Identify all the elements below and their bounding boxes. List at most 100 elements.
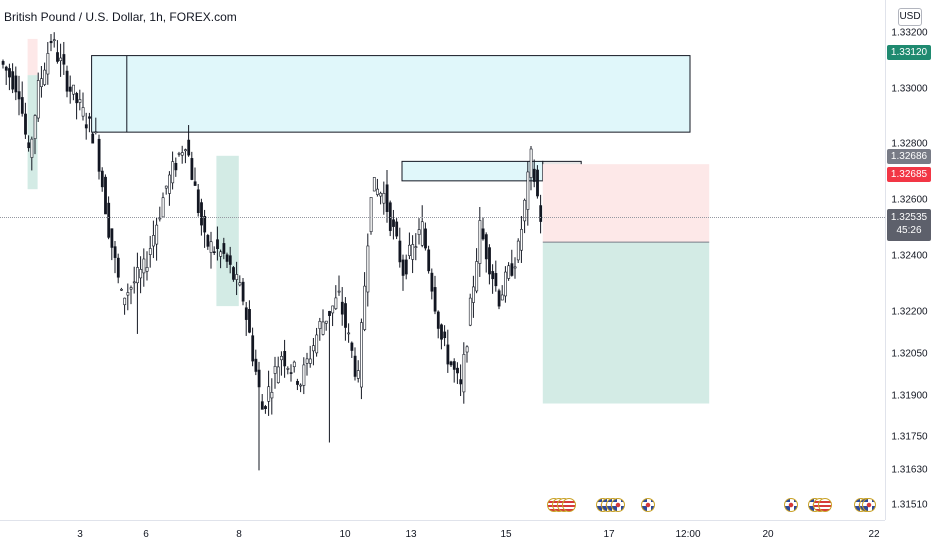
candle-down xyxy=(14,75,18,93)
candle-down xyxy=(206,235,210,247)
candle-up xyxy=(132,281,136,284)
price-tick: 1.33000 xyxy=(891,83,928,95)
candle-down xyxy=(395,221,399,237)
candle-down xyxy=(110,228,114,248)
candle-down xyxy=(56,52,59,62)
candle-up xyxy=(273,366,277,374)
candle-down xyxy=(449,361,453,366)
us-flag-icon[interactable] xyxy=(818,498,832,512)
candle-down xyxy=(257,369,261,388)
time-tick: 3 xyxy=(77,529,83,540)
bar-countdown: 45:26 xyxy=(896,225,922,236)
candle-up xyxy=(152,235,155,247)
price-tick: 1.31510 xyxy=(891,499,928,511)
candle-down xyxy=(443,331,447,339)
candle-up xyxy=(33,115,37,139)
candle-up xyxy=(280,355,283,361)
time-tick: 20 xyxy=(762,529,774,540)
candle-down xyxy=(75,93,79,104)
candle-up xyxy=(126,292,130,296)
candle-down xyxy=(196,189,200,213)
candle-down xyxy=(260,401,264,410)
candle-up xyxy=(36,80,40,119)
time-tick: 12:00 xyxy=(675,529,701,540)
candle-down xyxy=(494,273,498,287)
candle-up xyxy=(209,241,213,253)
candle-up xyxy=(337,290,341,293)
candle-down xyxy=(283,350,287,367)
candle-down xyxy=(68,86,72,92)
time-axis[interactable]: 3 6 8 10 13 15 17 12:00 20 22 xyxy=(0,520,885,551)
candle-up xyxy=(78,99,82,103)
candle-up xyxy=(219,251,223,257)
candle-down xyxy=(459,379,463,385)
candle-up xyxy=(302,364,306,386)
uk-flag-icon[interactable] xyxy=(641,498,655,512)
candle-down xyxy=(340,301,344,315)
candle-down xyxy=(398,240,402,263)
candle-up xyxy=(276,366,280,383)
candle-up xyxy=(500,294,504,301)
candle-down xyxy=(174,162,178,171)
candle-up xyxy=(347,332,351,335)
candle-up xyxy=(120,288,123,291)
time-tick: 8 xyxy=(236,529,242,540)
candle-up xyxy=(369,197,373,232)
price-tick: 1.31630 xyxy=(891,464,928,476)
uk-flag-icon[interactable] xyxy=(862,498,876,512)
candle-up xyxy=(526,171,530,210)
candle-down xyxy=(481,228,485,240)
candle-down xyxy=(433,287,437,312)
candle-down xyxy=(49,40,53,44)
last-price-value: 1.32535 xyxy=(890,212,928,223)
candle-down xyxy=(401,259,405,276)
price-tick: 1.32600 xyxy=(891,194,928,206)
candle-up xyxy=(420,221,424,246)
candle-down xyxy=(232,267,235,280)
candle-down xyxy=(254,358,258,372)
currency-selector-button[interactable]: USD xyxy=(898,8,922,26)
candle-down xyxy=(536,169,539,197)
candle-up xyxy=(43,69,47,85)
price-axis[interactable]: USD 1.33200 1.33000 1.32800 1.32600 1.32… xyxy=(885,0,932,520)
position-target-zone xyxy=(542,242,710,404)
candle-down xyxy=(113,246,117,258)
symbol-title[interactable]: British Pound / U.S. Dollar, 1h, FOREX.c… xyxy=(4,10,237,24)
candle-up xyxy=(40,78,43,88)
last-price-tag: 1.32535 45:26 xyxy=(887,209,931,241)
candle-up xyxy=(180,152,184,156)
candle-up xyxy=(475,261,479,292)
candle-up xyxy=(59,57,63,62)
uk-flag-icon[interactable] xyxy=(611,498,625,512)
candle-up xyxy=(292,361,296,368)
candle-down xyxy=(8,68,11,78)
candle-down xyxy=(241,281,245,302)
last-price-line xyxy=(0,217,885,218)
candle-down xyxy=(488,247,491,275)
candle-up xyxy=(513,266,517,269)
candle-up xyxy=(465,346,469,353)
chart-area[interactable]: British Pound / U.S. Dollar, 1h, FOREX.c… xyxy=(0,0,885,520)
candle-down xyxy=(203,216,207,233)
candle-down xyxy=(187,139,191,156)
candle-down xyxy=(17,91,21,100)
uk-flag-icon[interactable] xyxy=(784,498,798,512)
candle-up xyxy=(315,334,319,354)
candle-down xyxy=(104,176,107,215)
candle-up xyxy=(123,297,127,306)
price-tick: 1.33200 xyxy=(891,27,928,39)
candle-up xyxy=(523,199,527,222)
price-tick: 1.32050 xyxy=(891,348,928,360)
candle-up xyxy=(379,192,383,197)
candlestick-chart[interactable] xyxy=(0,0,885,520)
candle-down xyxy=(216,239,219,250)
candle-up xyxy=(318,320,322,329)
us-flag-icon[interactable] xyxy=(562,498,576,512)
candle-down xyxy=(225,254,229,262)
candle-up xyxy=(516,240,520,261)
candle-down xyxy=(65,70,69,92)
candle-down xyxy=(385,184,389,212)
candle-down xyxy=(430,272,434,292)
candle-down xyxy=(107,202,111,238)
candle-down xyxy=(228,255,232,265)
